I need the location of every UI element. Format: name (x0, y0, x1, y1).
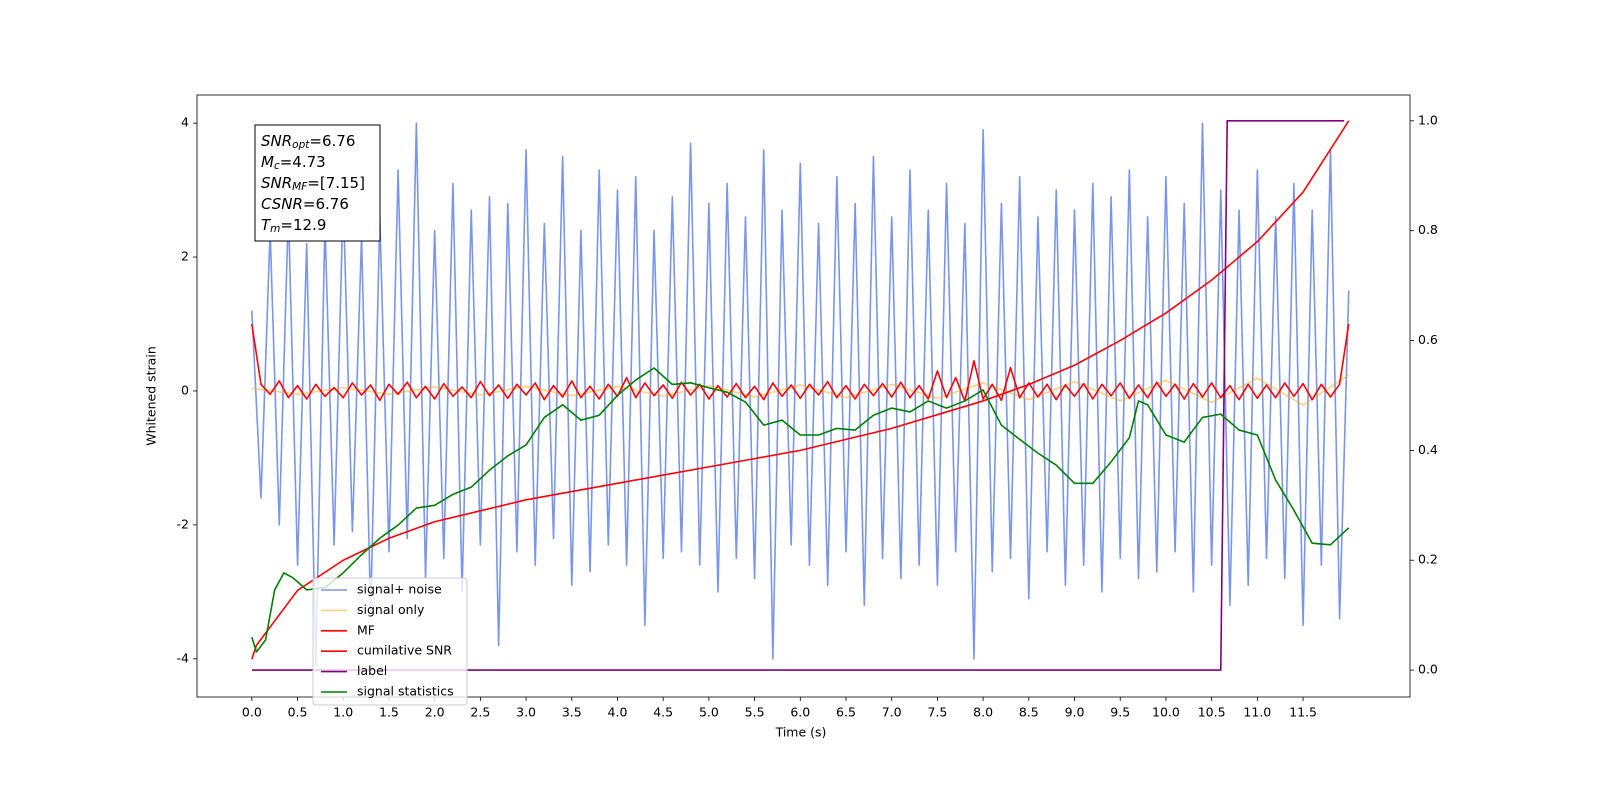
x-tick-label: 11.5 (1289, 705, 1317, 720)
x-tick-label: 8.0 (973, 705, 993, 720)
x-tick-label: 7.5 (927, 705, 947, 720)
legend-label: MF (357, 622, 375, 637)
y2-tick-label: 0.2 (1418, 552, 1438, 567)
series-line (251, 120, 1345, 671)
annotation-main: T (261, 216, 272, 234)
x-tick-label: 0.5 (288, 705, 308, 720)
series-line (251, 374, 1350, 406)
series-line (251, 323, 1350, 402)
annotation-sub: c (274, 160, 280, 172)
x-tick-label: 9.5 (1110, 705, 1130, 720)
y2-tick-label: 0.6 (1418, 332, 1438, 347)
x-tick-label: 2.0 (425, 705, 445, 720)
legend-label: signal+ noise (357, 582, 442, 597)
y2-tick-label: 1.0 (1418, 112, 1438, 127)
legend-box (312, 577, 468, 706)
x-tick-label: 6.5 (836, 705, 856, 720)
x-tick-label: 10.0 (1152, 705, 1180, 720)
annotation: SNRopt=6.76 (261, 132, 355, 152)
annotation-value: =6.76 (309, 132, 355, 150)
legend-label: signal only (357, 602, 425, 617)
annotation-sub: opt (292, 139, 310, 151)
x-tick-label: 9.0 (1065, 705, 1085, 720)
y-tick-label: 0 (181, 382, 189, 397)
y2-tick-label: 0.0 (1418, 662, 1438, 677)
annotation-value: =12.9 (280, 216, 326, 234)
annotation-box (254, 124, 381, 242)
y-axis-label: Whitened strain (144, 346, 159, 445)
x-tick-label: 4.5 (653, 705, 673, 720)
x-tick-label: 8.5 (1019, 705, 1039, 720)
x-tick-label: 5.5 (745, 705, 765, 720)
series-line (251, 367, 1350, 653)
y-tick-label: 2 (181, 249, 189, 264)
x-axis-label: Time (s) (775, 725, 827, 740)
annotation-value: =[7.15] (307, 174, 365, 192)
y-tick-label: 4 (181, 115, 189, 130)
y2-tick-label: 0.8 (1418, 222, 1438, 237)
x-tick-label: 7.0 (882, 705, 902, 720)
annotation-main: M (261, 153, 274, 171)
annotation-value: =6.76 (303, 195, 349, 213)
x-tick-label: 4.0 (608, 705, 628, 720)
x-tick-label: 2.5 (470, 705, 490, 720)
annotation-main: SNR (261, 174, 292, 192)
annotation: SNRMF=[7.15] (261, 174, 365, 194)
y-tick-label: -2 (177, 516, 189, 531)
annotation-main: SNR (261, 132, 292, 150)
x-tick-label: 6.0 (790, 705, 810, 720)
x-tick-label: 3.0 (516, 705, 536, 720)
x-tick-label: 1.0 (333, 705, 353, 720)
annotation-main: CSNR (261, 195, 303, 213)
legend-label: signal statistics (357, 684, 454, 699)
annotation: Tm=12.9 (261, 216, 326, 236)
x-tick-label: 11.0 (1243, 705, 1271, 720)
annotation-sub: m (270, 223, 280, 235)
legend-label: cumilative SNR (357, 643, 452, 658)
x-tick-label: 1.5 (379, 705, 399, 720)
x-tick-label: 0.0 (242, 705, 262, 720)
x-tick-label: 3.5 (562, 705, 582, 720)
x-tick-label: 5.0 (699, 705, 719, 720)
annotation-sub: MF (292, 181, 308, 193)
annotation: CSNR=6.76 (261, 195, 349, 213)
annotation-value: =4.73 (280, 153, 326, 171)
x-tick-label: 10.5 (1198, 705, 1226, 720)
series-line (251, 120, 1350, 660)
annotation: Mc=4.73 (261, 153, 326, 173)
plot-frame (196, 94, 1411, 698)
legend-label: label (357, 663, 387, 678)
y-tick-label: -4 (177, 650, 190, 665)
series-line (251, 122, 1350, 667)
y2-tick-label: 0.4 (1418, 442, 1438, 457)
